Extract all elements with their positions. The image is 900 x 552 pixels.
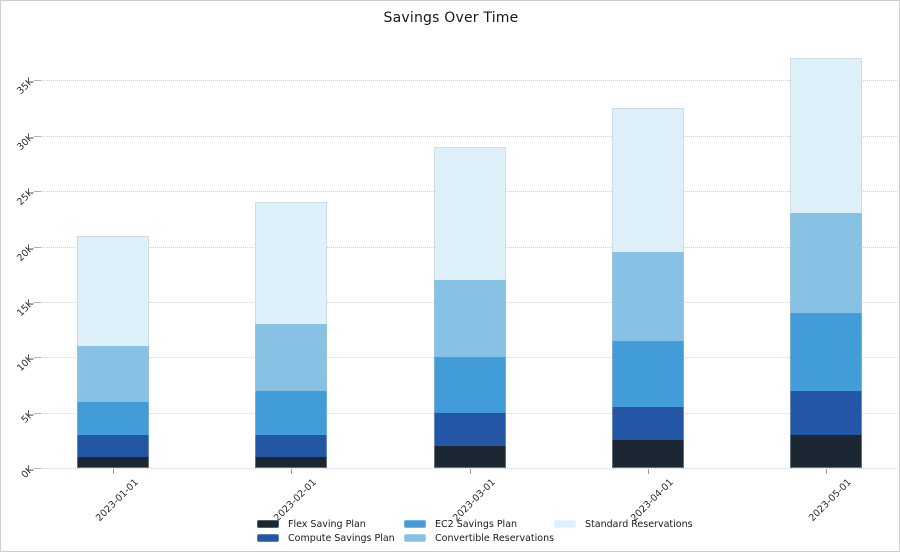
- gridline: [34, 80, 898, 82]
- y-axis-label: 5K: [19, 408, 36, 426]
- bar-segment[interactable]: [790, 213, 862, 314]
- y-axis-tick: [34, 468, 41, 469]
- bar-segment[interactable]: [255, 434, 328, 457]
- stacked-bar-2023-02-01[interactable]: [255, 202, 328, 468]
- y-axis-label: 10K: [15, 353, 36, 375]
- y-axis-label: 30K: [15, 131, 36, 153]
- x-axis-tick: [826, 469, 827, 474]
- bar-segment[interactable]: [77, 346, 149, 402]
- gridline: [34, 468, 898, 469]
- x-axis-label: 2023-01-01: [93, 477, 141, 524]
- x-axis-tick: [291, 469, 293, 474]
- gridline: [34, 135, 898, 137]
- bar-segment[interactable]: [790, 313, 862, 391]
- legend-label: EC2 Savings Plan: [435, 518, 518, 530]
- bar-segment[interactable]: [790, 434, 862, 468]
- bar-segment[interactable]: [611, 108, 684, 253]
- x-axis-tick: [113, 469, 114, 474]
- bar-segment[interactable]: [611, 252, 684, 341]
- bar-segment[interactable]: [433, 445, 506, 468]
- x-axis-tick: [647, 469, 649, 474]
- stacked-bar-2023-05-01[interactable]: [790, 58, 862, 468]
- legend-label: Convertible Reservations: [435, 532, 555, 544]
- bar-segment[interactable]: [77, 235, 149, 347]
- y-axis-label: 15K: [15, 298, 36, 319]
- x-axis-label: 2023-04-01: [628, 477, 676, 524]
- bar-segment[interactable]: [255, 202, 328, 325]
- x-axis-tick: [469, 469, 471, 474]
- bar-segment[interactable]: [790, 58, 862, 214]
- legend-swatch: [554, 520, 576, 528]
- y-axis-tick: [34, 246, 41, 248]
- bar-segment[interactable]: [611, 407, 684, 441]
- bar-segment[interactable]: [77, 456, 149, 468]
- y-axis-tick: [34, 357, 41, 359]
- legend-swatch: [257, 520, 279, 528]
- x-axis-label: 2023-02-01: [272, 477, 320, 524]
- bar-segment[interactable]: [433, 412, 506, 446]
- bar-segment[interactable]: [790, 390, 862, 435]
- bar-segment[interactable]: [611, 340, 684, 408]
- stacked-bar-2023-04-01[interactable]: [611, 108, 684, 468]
- legend-item[interactable]: EC2 Savings Plan: [404, 518, 517, 530]
- legend-label: Flex Saving Plan: [288, 518, 366, 530]
- bar-segment[interactable]: [433, 279, 506, 358]
- y-axis-tick: [34, 301, 41, 303]
- y-axis-tick: [34, 135, 41, 137]
- y-axis-label: 20K: [15, 242, 36, 264]
- y-axis-label: 25K: [15, 187, 36, 209]
- bar-segment[interactable]: [433, 357, 506, 413]
- y-axis-label: 0K: [19, 464, 36, 481]
- bar-segment[interactable]: [77, 401, 149, 435]
- chart-title: Savings Over Time: [383, 10, 519, 26]
- legend-swatch: [404, 520, 426, 528]
- x-axis-label: 2023-05-01: [806, 477, 854, 524]
- legend-swatch: [404, 534, 426, 542]
- y-axis-tick: [34, 191, 41, 193]
- legend-item[interactable]: Convertible Reservations: [404, 532, 554, 544]
- y-axis-tick: [34, 412, 41, 414]
- y-axis-label: 35K: [15, 76, 36, 98]
- bar-segment[interactable]: [77, 434, 149, 457]
- bar-segment[interactable]: [255, 390, 328, 435]
- legend-item[interactable]: Flex Saving Plan: [257, 518, 366, 530]
- bar-segment[interactable]: [255, 456, 328, 468]
- bar-segment[interactable]: [611, 440, 684, 468]
- legend-swatch: [257, 534, 279, 542]
- bar-segment[interactable]: [255, 324, 328, 391]
- legend-label: Compute Savings Plan: [288, 532, 395, 544]
- x-axis-label: 2023-03-01: [450, 477, 498, 524]
- stacked-bar-2023-01-01[interactable]: [77, 235, 149, 468]
- legend-item[interactable]: Standard Reservations: [554, 518, 693, 530]
- legend-item[interactable]: Compute Savings Plan: [257, 532, 395, 544]
- y-axis-tick: [34, 80, 41, 82]
- stacked-bar-2023-03-01[interactable]: [433, 146, 506, 468]
- bar-segment[interactable]: [433, 146, 506, 280]
- legend-label: Standard Reservations: [585, 518, 693, 530]
